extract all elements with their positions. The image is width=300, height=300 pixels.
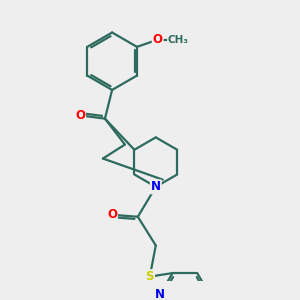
Text: S: S xyxy=(146,270,154,283)
Text: O: O xyxy=(75,109,85,122)
Text: N: N xyxy=(151,180,161,193)
Text: O: O xyxy=(153,33,163,46)
Text: N: N xyxy=(155,288,165,300)
Text: CH₃: CH₃ xyxy=(168,35,189,45)
Text: O: O xyxy=(107,208,117,221)
